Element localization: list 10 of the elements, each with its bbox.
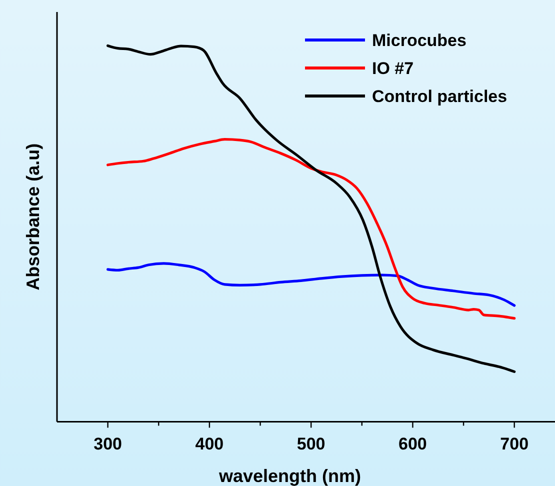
x-axis-title: wavelength (nm) bbox=[218, 466, 362, 486]
x-tick-label: 500 bbox=[296, 434, 326, 454]
x-tick-label: 600 bbox=[398, 434, 427, 454]
x-tick-label: 700 bbox=[500, 434, 529, 454]
y-axis-title: Absorbance (a.u) bbox=[23, 143, 43, 290]
x-tick-label: 300 bbox=[94, 434, 122, 454]
x-tick-label: 400 bbox=[195, 434, 224, 454]
legend-label: Control particles bbox=[372, 87, 508, 106]
legend-label: IO #7 bbox=[372, 59, 414, 78]
legend-label: Microcubes bbox=[372, 31, 466, 50]
